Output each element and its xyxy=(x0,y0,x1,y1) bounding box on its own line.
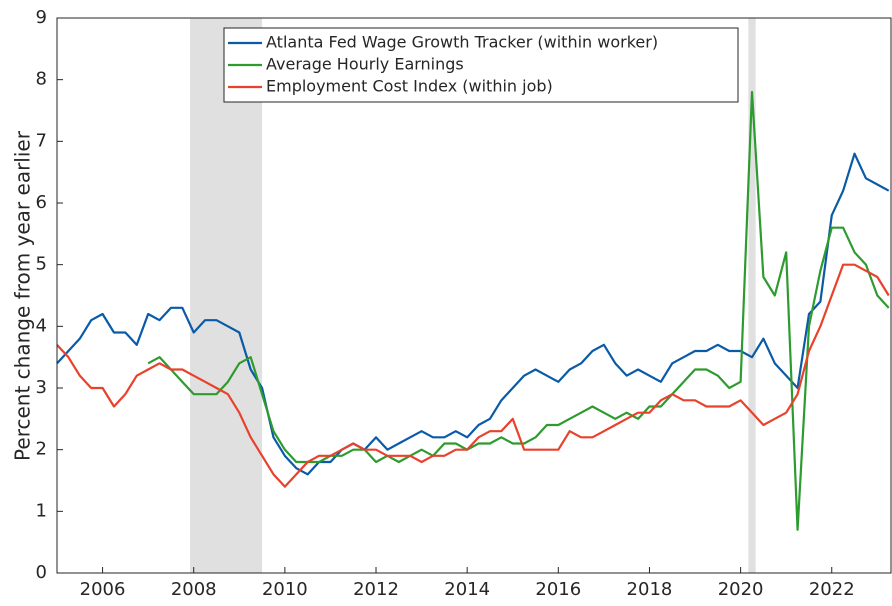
y-tick-label: 0 xyxy=(36,562,47,583)
x-tick-label: 2006 xyxy=(80,579,126,600)
y-tick-label: 4 xyxy=(36,315,47,336)
x-tick-label: 2014 xyxy=(444,579,490,600)
plot-frame xyxy=(56,17,892,574)
y-tick-label: 8 xyxy=(36,69,47,90)
x-tick-label: 2022 xyxy=(809,579,855,600)
series-line xyxy=(56,152,890,476)
y-axis-label: Percent change from year earlier xyxy=(11,130,35,461)
x-tick-label: 2016 xyxy=(535,579,581,600)
legend-label: Atlanta Fed Wage Growth Tracker (within … xyxy=(266,33,658,52)
y-tick-label: 2 xyxy=(36,439,47,460)
y-tick-label: 3 xyxy=(36,377,47,398)
x-tick-label: 2008 xyxy=(171,579,217,600)
y-tick-label: 7 xyxy=(36,130,47,151)
legend-label: Average Hourly Earnings xyxy=(266,55,464,74)
y-tick-label: 9 xyxy=(36,7,47,28)
shaded-region xyxy=(190,18,263,573)
legend-label: Employment Cost Index (within job) xyxy=(266,77,553,96)
x-tick-label: 2018 xyxy=(627,579,673,600)
legend-box xyxy=(223,27,739,103)
y-tick-label: 1 xyxy=(36,500,47,521)
x-tick-label: 2012 xyxy=(353,579,399,600)
x-tick-label: 2020 xyxy=(718,579,764,600)
y-tick-label: 5 xyxy=(36,254,47,275)
y-tick-label: 6 xyxy=(36,192,47,213)
x-tick-label: 2010 xyxy=(262,579,308,600)
series-line xyxy=(147,90,890,531)
shaded-region xyxy=(748,18,756,573)
series-line xyxy=(56,263,890,488)
